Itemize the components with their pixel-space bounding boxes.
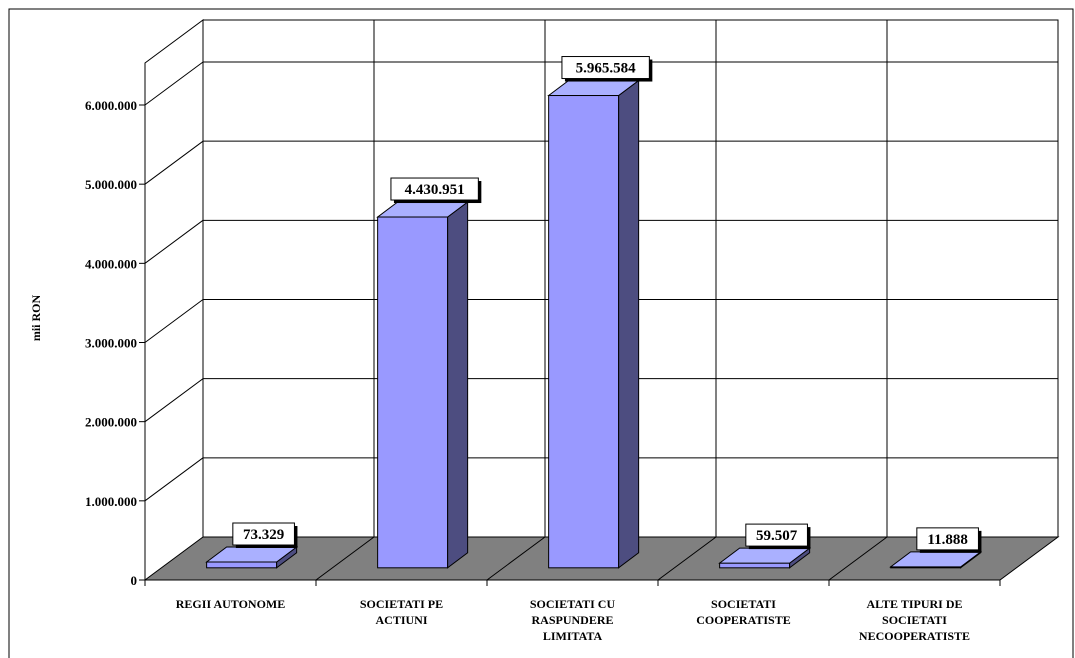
gridline-side <box>144 299 204 343</box>
gridline-side <box>144 457 204 502</box>
floor-divider <box>486 536 546 581</box>
data-label: 11.888 <box>927 532 967 548</box>
floor-divider <box>828 536 888 581</box>
data-label: 59.507 <box>756 528 798 544</box>
bar-front <box>548 95 620 569</box>
x-tick-label: ACTIUNI <box>375 613 427 627</box>
data-label: 4.430.951 <box>405 182 465 198</box>
y-tick-label: 1.000.000 <box>85 494 137 509</box>
y-tick-label: 0 <box>131 573 138 588</box>
bar: 5.965.584 <box>547 56 653 569</box>
y-tick-label: 4.000.000 <box>85 256 137 271</box>
data-label: 5.965.584 <box>576 61 637 77</box>
bars: 73.329 4.430.951 5.965.584 59.507 11.888 <box>205 56 983 569</box>
floor-divider <box>657 536 717 581</box>
bar: 59.507 <box>718 523 812 569</box>
bar-front <box>377 216 449 569</box>
data-label-box <box>745 523 808 547</box>
bar: 73.329 <box>205 522 299 569</box>
x-tick-label: SOCIETATI <box>882 613 947 627</box>
x-tick-label: ALTE TIPURI DE <box>866 597 962 611</box>
gridline-side <box>144 61 204 106</box>
y-axis: 0 1.000.000 2.000.000 3.000.000 4.000.000 5.0… <box>85 63 146 588</box>
bar-side <box>618 79 640 569</box>
gridline-side <box>144 378 204 423</box>
gridline-side <box>144 140 204 185</box>
bar-front <box>719 562 791 569</box>
x-axis: REGII AUTONOME SOCIETATI PE ACTIUNI SOCIETA… <box>144 579 1001 643</box>
x-tick-label: COOPERATISTE <box>696 613 790 627</box>
x-tick-label: SOCIETATI CU <box>530 597 616 611</box>
bar: 11.888 <box>889 527 983 569</box>
data-label-box <box>390 177 479 201</box>
data-label-box <box>916 527 979 551</box>
bar-front <box>206 561 278 569</box>
y-tick-label: 5.000.000 <box>85 177 137 192</box>
y-axis-label: mii RON <box>29 295 43 342</box>
x-tick-label: SOCIETATI <box>711 597 776 611</box>
gridline-side <box>144 219 204 264</box>
data-label-box <box>232 522 295 546</box>
floor-divider <box>315 536 375 581</box>
x-tick-label: NECOOPERATISTE <box>859 629 970 643</box>
y-tick-label: 2.000.000 <box>85 415 137 430</box>
data-label: 73.329 <box>243 527 284 543</box>
y-tick-label: 6.000.000 <box>85 98 137 113</box>
x-tick-label: RASPUNDERE <box>531 613 613 627</box>
bar-side <box>447 201 469 569</box>
y-tick-label: 3.000.000 <box>85 336 137 351</box>
bar: 4.430.951 <box>376 177 482 569</box>
data-label-box <box>561 56 650 80</box>
x-tick-label: SOCIETATI PE <box>360 597 443 611</box>
x-tick-label: REGII AUTONOME <box>176 597 285 611</box>
x-tick-label: LIMITATA <box>543 629 603 643</box>
